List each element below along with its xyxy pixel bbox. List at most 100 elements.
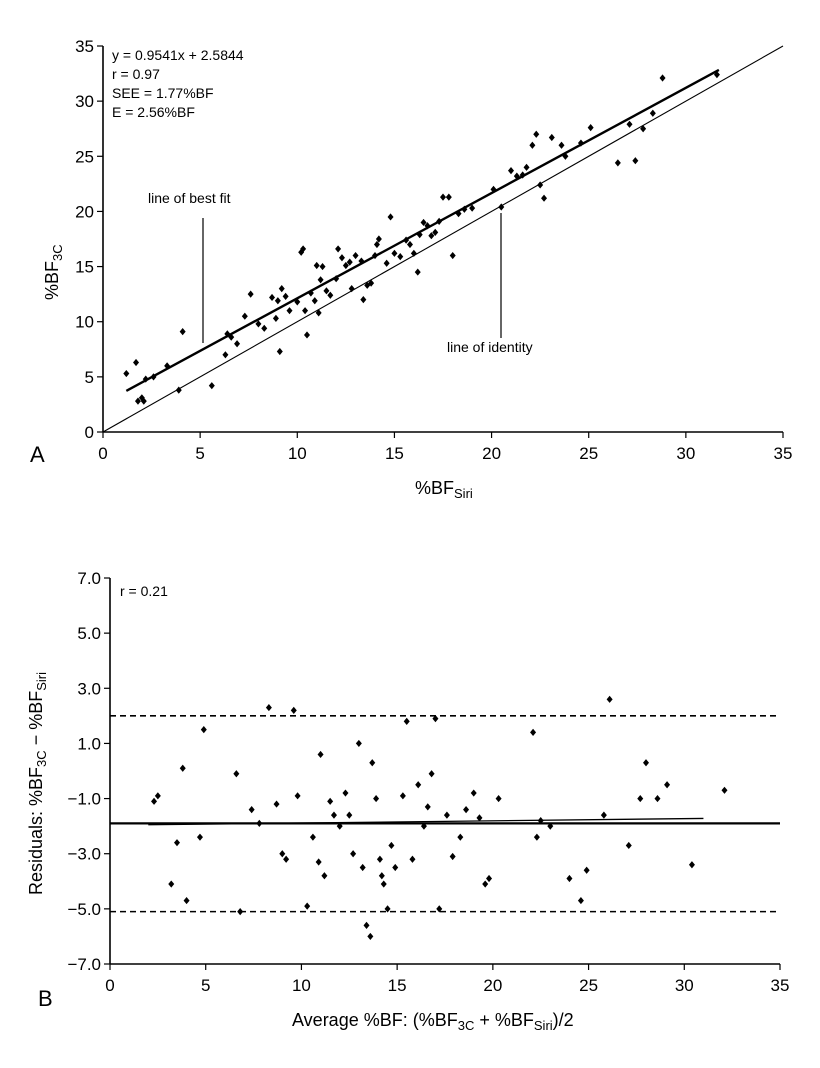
- panel-a-data-point: [319, 262, 326, 271]
- panel-b-data-point: [428, 770, 435, 778]
- residual-trend-line: [148, 817, 704, 826]
- panel-a-data-point: [440, 193, 446, 201]
- panel-b-y-tick-label: 3.0: [77, 679, 101, 698]
- panel-a-data-point: [373, 240, 380, 249]
- panel-a-y-tick-label: 35: [75, 37, 94, 56]
- panel-a-data-point: [175, 386, 182, 394]
- panel-b-data-point: [583, 866, 590, 874]
- panel-b-y-tick-label: 1.0: [77, 734, 101, 753]
- panel-a-data-point: [327, 291, 334, 299]
- panel-a-x-tick-label: 5: [195, 444, 204, 463]
- panel-b-data-point: [409, 855, 416, 863]
- panel-b-data-point: [290, 706, 297, 714]
- panel-a-data-point: [317, 276, 324, 284]
- panel-b-x-tick-label: 35: [771, 976, 790, 995]
- panel-a-data-point: [352, 251, 359, 260]
- panel-a-data-point: [508, 167, 514, 175]
- panel-a-data-point: [420, 218, 427, 227]
- panel-b-data-point: [179, 764, 186, 772]
- panel-b-data-point: [168, 880, 175, 888]
- panel-a-data-point: [424, 222, 431, 230]
- panel-a-data-point: [626, 120, 633, 128]
- panel-b-data-point: [566, 874, 573, 883]
- identity-line: [102, 45, 784, 433]
- panel-b-data-point: [279, 850, 286, 858]
- panel-a-data-point: [410, 249, 417, 257]
- panel-b-data-point: [151, 797, 158, 805]
- panel-a-data-point: [406, 240, 413, 249]
- panel-a-data-point: [313, 261, 320, 270]
- panel-a-data-point: [614, 159, 621, 167]
- panel-a-data-point: [375, 235, 382, 243]
- panel-b-data-point: [265, 703, 272, 712]
- panel-a-data-point: [498, 203, 505, 211]
- panel-b-data-point: [476, 814, 483, 822]
- panel-b-x-tick-label: 30: [675, 976, 694, 995]
- panel-b-data-point: [457, 833, 464, 841]
- panel-b-data-point: [403, 717, 410, 725]
- panel-a-y-tick-label: 15: [75, 258, 94, 277]
- panel-a-data-point: [222, 351, 229, 359]
- panel-a-data-point: [445, 193, 452, 201]
- panel-b-data-point: [688, 861, 695, 869]
- panel-b-data-point: [363, 921, 370, 929]
- panel-b-x-tick-label: 0: [105, 976, 114, 995]
- panel-a-data-point: [436, 217, 443, 225]
- panel-a-data-point: [387, 213, 394, 221]
- panel-b-y-tick-label: 5.0: [77, 624, 101, 643]
- panel-a-data-point: [228, 333, 235, 341]
- panel-a-data-point: [241, 312, 248, 320]
- panel-a-data-point: [523, 163, 530, 171]
- panel-a-data-point: [449, 251, 456, 260]
- panel-a-y-tick-label: 25: [75, 147, 94, 166]
- panel-a-data-point: [537, 181, 544, 189]
- panel-b-x-tick-label: 10: [292, 976, 311, 995]
- panel-b-data-point: [309, 833, 316, 841]
- panel-a-data-point: [133, 358, 140, 367]
- panel-b-y-tick-label: −7.0: [67, 955, 101, 974]
- panel-a-data-point: [414, 268, 421, 276]
- panel-b-y-tick-label: −5.0: [67, 900, 101, 919]
- panel-b-data-point: [449, 852, 456, 861]
- panel-a-data-point: [358, 257, 365, 265]
- panel-a-data-point: [659, 74, 666, 82]
- panel-a-r-value: r = 0.97: [112, 66, 160, 82]
- panel-a-data-point: [391, 249, 398, 257]
- panel-a-data-point: [302, 307, 309, 315]
- panel-b-data-point: [537, 817, 544, 825]
- panel-a-data-point: [247, 290, 254, 298]
- panel-b-data-point: [233, 770, 240, 778]
- panel-b-data-point: [378, 872, 385, 880]
- panel-a-letter: A: [30, 442, 45, 467]
- panel-a-data-point: [640, 125, 647, 133]
- panel-a-data-point: [587, 124, 594, 132]
- panel-b-data-point: [547, 822, 554, 830]
- panel-b-data-point: [350, 850, 357, 858]
- panel-b-data-point: [367, 932, 374, 941]
- panel-a-equation: y = 0.9541x + 2.5844: [112, 47, 244, 63]
- panel-b-data-point: [654, 794, 661, 803]
- panel-a-data-point: [469, 204, 476, 212]
- panel-a-data-point: [335, 245, 342, 253]
- best-fit-annotation: line of best fit: [148, 190, 231, 206]
- panel-b-data-point: [283, 855, 290, 863]
- panel-a-data-point: [278, 285, 285, 293]
- panel-a-data-point: [513, 172, 520, 180]
- panel-a-data-point: [315, 309, 322, 317]
- panel-a-x-tick-label: 30: [676, 444, 695, 463]
- panel-a-data-point: [403, 236, 410, 244]
- panel-a-data-point: [461, 205, 468, 213]
- panel-a-y-tick-label: 5: [85, 368, 94, 387]
- panel-a-data-point: [294, 298, 301, 306]
- panel-b-data-point: [336, 822, 343, 830]
- panel-a-data-point: [348, 285, 355, 293]
- panel-a-data-point: [455, 210, 462, 218]
- panel-b-data-point: [606, 695, 613, 703]
- panel-a-data-point: [416, 230, 423, 239]
- panel-a-data-point: [134, 397, 141, 405]
- panel-a-data-point: [304, 331, 310, 339]
- panel-a-data-point: [164, 362, 171, 370]
- panel-a-data-point: [533, 130, 540, 138]
- panel-a-data-point: [541, 194, 548, 202]
